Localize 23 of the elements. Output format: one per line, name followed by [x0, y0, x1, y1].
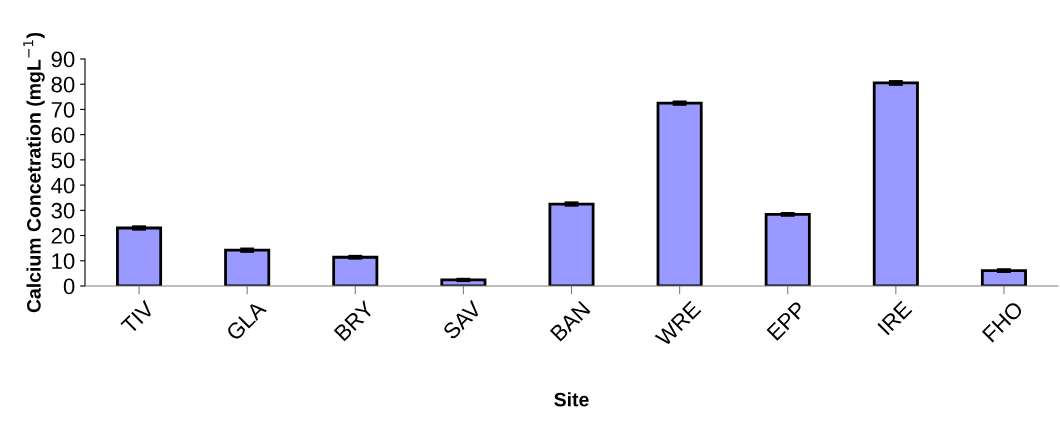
y-tick-label: 70: [51, 101, 75, 118]
bar: [548, 202, 595, 286]
x-tick-label: TIV: [120, 299, 156, 335]
bar: [764, 212, 811, 286]
bar: [224, 248, 271, 286]
y-tick-label: 60: [51, 127, 75, 143]
bar: [656, 101, 703, 286]
bar: [116, 226, 163, 286]
bar: [332, 255, 379, 286]
y-tick-label: 90: [51, 51, 75, 68]
x-tick-label: GLA: [225, 299, 268, 342]
y-tick-label: 30: [51, 202, 75, 219]
bar: [872, 81, 919, 286]
y-tick-label: 10: [52, 253, 75, 270]
x-tick-label: IRE: [877, 300, 913, 336]
y-tick-label: 40: [51, 177, 75, 194]
bar: [980, 269, 1027, 286]
x-axis-title: Site: [554, 392, 589, 407]
y-axis-title: Calcium Concetration (mgL$^{−1}$): [23, 32, 45, 313]
y-tick-label: 50: [51, 152, 75, 169]
y-tick-label: 0: [63, 278, 75, 295]
y-tick-label: 20: [51, 228, 75, 244]
y-tick-label: 80: [51, 76, 75, 93]
